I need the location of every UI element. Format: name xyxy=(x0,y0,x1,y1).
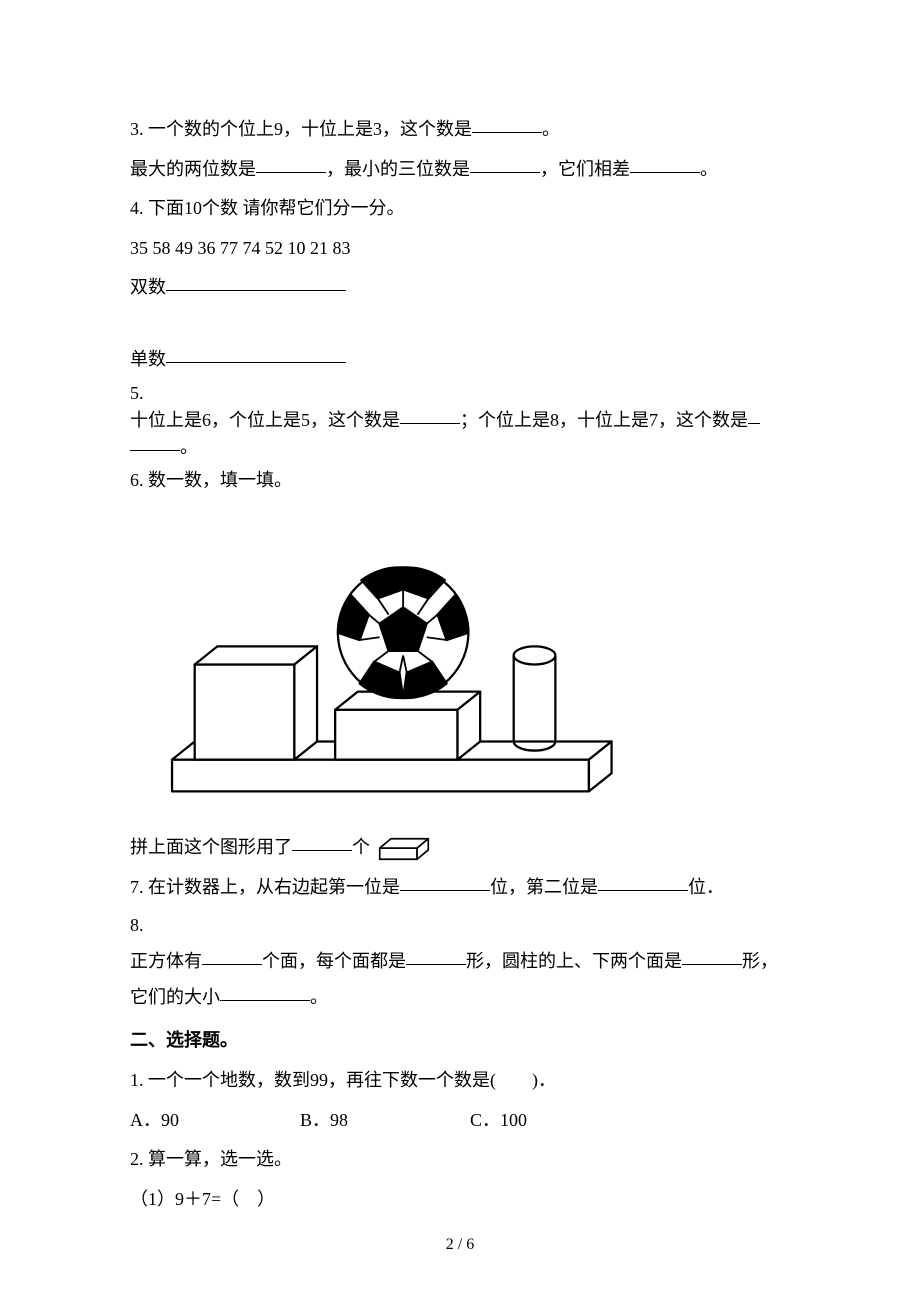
blank xyxy=(220,983,310,1001)
question-3: 3. 一个数的个位上9，十位上是3，这个数是 。 xyxy=(130,110,790,150)
choice-a: A．90 xyxy=(130,1101,300,1141)
s2-q1-stem: 1. 一个一个地数，数到99，再往下数一个数是( )． xyxy=(130,1061,790,1101)
blank xyxy=(406,947,466,965)
q7-a: 7. 在计数器上，从右边起第一位是 xyxy=(130,877,400,897)
q8-a: 正方体有 xyxy=(130,951,202,971)
q3-tail-b: 。 xyxy=(700,159,718,179)
q7-c: 位． xyxy=(688,877,724,897)
blank xyxy=(470,155,540,173)
document-page: 3. 一个数的个位上9，十位上是3，这个数是。 最大的两位数是，最小的三位数是，… xyxy=(0,0,920,1302)
q7-b: 位，第二位是 xyxy=(490,877,598,897)
choice-c: C．100 xyxy=(470,1101,527,1141)
page-number: 2 / 6 xyxy=(0,1227,920,1262)
blank xyxy=(256,155,326,173)
odd-label: 单数 xyxy=(130,349,166,369)
question-4-even: 双数 xyxy=(130,268,790,308)
question-4-intro: 4. 下面10个数 请你帮它们分一分。 xyxy=(130,189,790,229)
blank xyxy=(166,345,346,363)
question-5: 5. 十位上是6，个位上是5，这个数是 ；个位上是8，十位上是7，这个数是 。 xyxy=(130,380,790,461)
question-6-intro: 6. 数一数，填一填。 xyxy=(130,461,790,501)
q8-num: 8. xyxy=(130,907,790,943)
q3-text-a: 3. 一个数的个位上9，十位上是3，这个数是 xyxy=(130,119,472,139)
q5-a: 十位上是6，个位上是5，这个数是 xyxy=(130,410,400,430)
q8-d: 形， xyxy=(742,951,778,971)
q6-b: 个 xyxy=(352,837,370,857)
blank xyxy=(166,273,346,291)
question-8: 8. 正方体有 个面，每个面都是 形，圆柱的上、下两个面是 形， 它们的大小 。 xyxy=(130,907,790,1015)
s2-q2-stem: 2. 算一算，选一选。 xyxy=(130,1140,790,1180)
q5-num: 5. xyxy=(130,380,790,407)
prism-icon xyxy=(375,835,433,863)
question-3-line2: 最大的两位数是 ，最小的三位数是 ，它们相差 。 xyxy=(130,150,790,190)
q8-b: 个面，每个面都是 xyxy=(262,951,406,971)
even-label: 双数 xyxy=(130,277,166,297)
question-7: 7. 在计数器上，从右边起第一位是 位，第二位是 位． xyxy=(130,868,790,908)
blank xyxy=(292,833,352,851)
section-2-heading: 二、选择题。 xyxy=(130,1021,790,1061)
spacer xyxy=(130,308,790,340)
q5-b: ；个位上是8，十位上是7，这个数是 xyxy=(460,410,748,430)
blank xyxy=(130,433,180,451)
blank xyxy=(472,115,542,133)
q5-tail: 。 xyxy=(180,437,198,457)
q6-a: 拼上面这个图形用了 xyxy=(130,837,292,857)
q3-b2: ，最小的三位数是 xyxy=(326,159,470,179)
blank xyxy=(630,155,700,173)
blank xyxy=(598,873,688,891)
blank xyxy=(400,406,460,424)
question-6-sentence: 拼上面这个图形用了 个 xyxy=(130,828,790,868)
s2-q1-choices: A．90B．98C．100 xyxy=(130,1101,790,1141)
q8-c: 形，圆柱的上、下两个面是 xyxy=(466,951,682,971)
question-4-numbers: 35 58 49 36 77 74 52 10 21 83 xyxy=(130,229,790,269)
q3-b1: 最大的两位数是 xyxy=(130,159,256,179)
blank xyxy=(202,947,262,965)
shapes-figure xyxy=(130,524,790,814)
q8-tail: 。 xyxy=(310,987,328,1007)
s2-q2-sub1: （1）9＋7=（ ） xyxy=(130,1180,790,1220)
q8-e: 它们的大小 xyxy=(130,987,220,1007)
blank xyxy=(748,406,760,424)
choice-b: B．98 xyxy=(300,1101,470,1141)
blank xyxy=(400,873,490,891)
blank xyxy=(682,947,742,965)
q3-b3: ，它们相差 xyxy=(540,159,630,179)
shapes-svg xyxy=(130,524,640,814)
question-4-odd: 单数 xyxy=(130,340,790,380)
q3-tail-a: 。 xyxy=(542,119,560,139)
